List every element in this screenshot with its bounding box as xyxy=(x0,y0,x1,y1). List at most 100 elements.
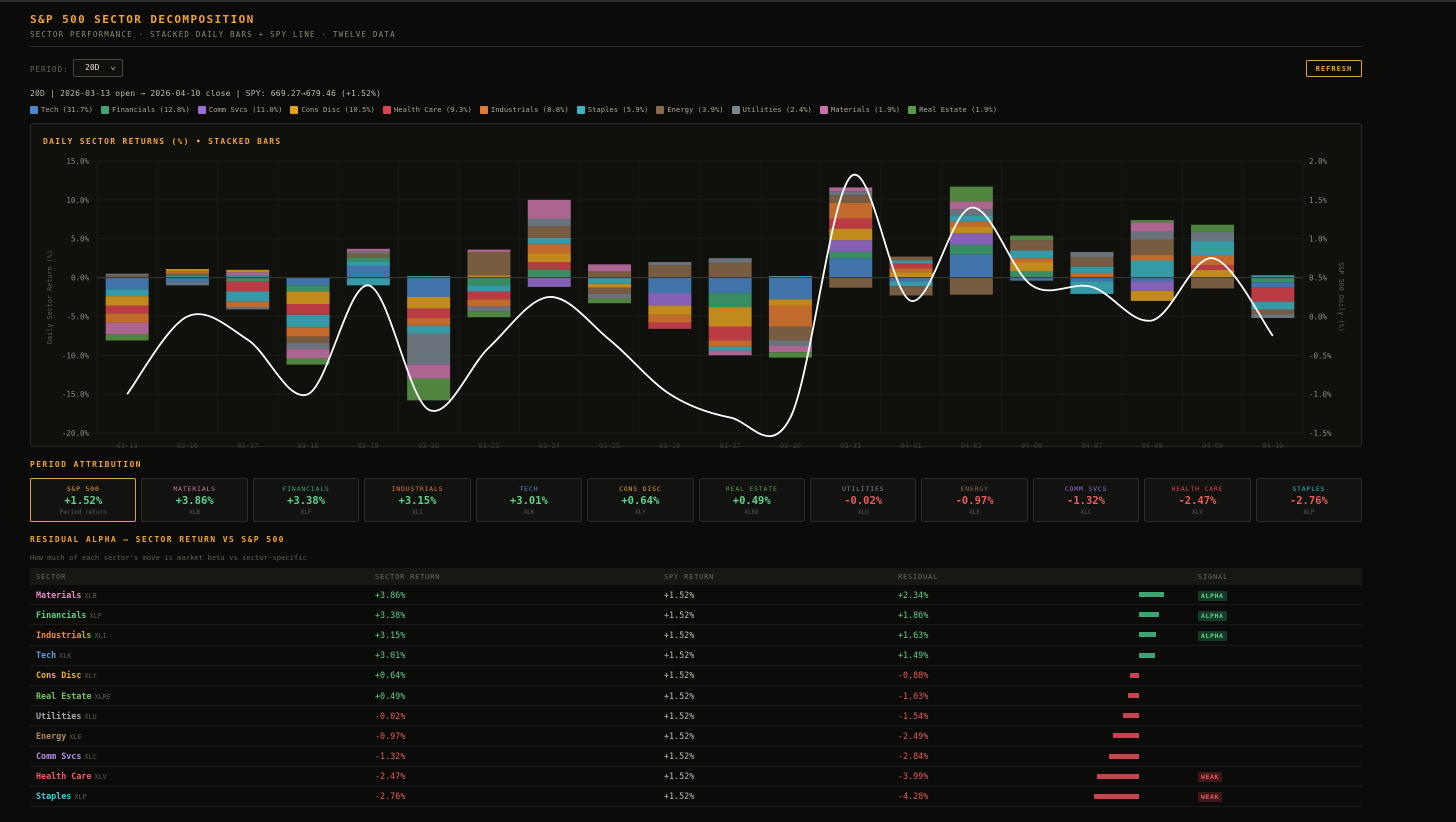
bar-segment xyxy=(708,293,752,308)
sector-name: Materials xyxy=(36,589,82,600)
bar-segment xyxy=(346,257,390,262)
spy-return-cell: +1.52% xyxy=(664,589,695,600)
bar-segment xyxy=(648,293,692,306)
sector-name: Cons Disc xyxy=(36,670,82,681)
card-sub: XLC xyxy=(1080,509,1092,516)
bar-segment xyxy=(829,228,873,241)
sector-cell: Energy XLE xyxy=(30,731,375,741)
bar-segment xyxy=(1130,290,1174,301)
sector-return-cell: +3.15% xyxy=(375,629,406,640)
sector-cell: Utilities XLU xyxy=(30,711,375,721)
bar-segment xyxy=(648,322,692,329)
residual-cell: -2.84% xyxy=(898,747,1198,766)
bar-segment xyxy=(648,265,692,278)
sector-name: Staples xyxy=(36,791,72,802)
x-tick-label: 03-31 xyxy=(840,442,861,448)
attribution-card: COMM SVCS -1.32% XLC xyxy=(1032,478,1140,522)
stacked-bar-chart-panel: DAILY SECTOR RETURNS (%) • STACKED BARS … xyxy=(30,123,1362,448)
attribution-card: FINANCIALS +3.38% XLF xyxy=(252,478,360,522)
bar-segment xyxy=(467,306,511,312)
residual-cell: -0.88% xyxy=(898,666,1198,685)
page-header: S&P 500 SECTOR DECOMPOSITION SECTOR PERF… xyxy=(30,13,1362,47)
legend-swatch xyxy=(576,105,585,114)
bar-segment xyxy=(407,317,451,326)
x-tick-label: 04-06 xyxy=(1021,442,1042,448)
legend-item: Materials (1.9%) xyxy=(819,105,900,114)
sector-ticker: XLC xyxy=(84,753,97,762)
bar-segment xyxy=(588,287,632,294)
x-tick-label: 03-24 xyxy=(539,442,560,448)
legend-label: Financials (12.8%) xyxy=(111,105,190,114)
header-signal: SIGNAL xyxy=(1198,572,1229,581)
bar-segment xyxy=(648,277,692,294)
sector-cell: Tech XLK xyxy=(30,650,375,660)
card-label: ENERGY xyxy=(960,485,989,493)
bar-segment xyxy=(768,352,812,358)
sector-name: Energy xyxy=(36,730,67,741)
bar-segment xyxy=(1130,231,1174,240)
residual-subtitle: How much of each sector's move is market… xyxy=(30,553,307,562)
sector-cell: Health Care XLV xyxy=(30,771,375,781)
card-sub: XLK xyxy=(523,509,535,516)
bar-segment xyxy=(1010,258,1054,263)
card-sub: XLE xyxy=(969,509,980,516)
bar-segment xyxy=(829,202,873,219)
card-sub: XLI xyxy=(412,509,423,516)
x-tick-label: 04-09 xyxy=(1202,442,1223,448)
residual-bar xyxy=(1122,713,1139,719)
bar-segment xyxy=(768,345,812,353)
y2-tick-label: 2.0% xyxy=(1309,157,1328,166)
card-sub: XLP xyxy=(1303,509,1315,516)
bar-segment xyxy=(949,209,993,216)
bar-segment xyxy=(829,277,873,288)
bar-segment xyxy=(889,263,933,269)
period-select[interactable]: 20D ⌄ xyxy=(73,59,123,77)
bar-segment xyxy=(527,237,571,245)
bar-segment xyxy=(105,275,149,278)
sector-cell: Materials XLB xyxy=(30,590,375,600)
bar-segment xyxy=(1010,250,1054,259)
bar-segment xyxy=(226,281,270,292)
bar-segment xyxy=(1191,277,1235,289)
bar-segment xyxy=(226,272,270,276)
page-subtitle: SECTOR PERFORMANCE · STACKED DAILY BARS … xyxy=(30,30,396,39)
legend-item: Comm Svcs (11.0%) xyxy=(197,105,282,114)
bar-segment xyxy=(949,221,993,227)
refresh-button[interactable]: REFRESH xyxy=(1306,60,1362,77)
spy-return-cell: +1.52% xyxy=(664,771,695,782)
bar-segment xyxy=(768,276,812,278)
bar-segment xyxy=(165,273,209,277)
bar-segment xyxy=(1070,257,1114,267)
table-row: Utilities XLU -0.02% +1.52% -1.54% xyxy=(30,706,1362,727)
bar-segment xyxy=(346,277,390,286)
sector-ticker: XLE xyxy=(69,732,82,741)
sector-name: Financials xyxy=(36,609,87,620)
signal-cell: ALPHA xyxy=(1198,590,1362,601)
table-row: Financials XLF +3.38% +1.52% +1.86% ALPHA xyxy=(30,605,1362,626)
spy-return-cell: +1.52% xyxy=(664,791,695,802)
card-value: +3.38% xyxy=(287,495,326,507)
bar-segment xyxy=(226,307,270,310)
attribution-card-spy: S&P 500 +1.52% Period return xyxy=(30,478,137,522)
bar-segment xyxy=(1130,277,1174,282)
residual-cell: -4.28% xyxy=(898,787,1198,806)
legend-swatch xyxy=(100,105,109,114)
bar-segment xyxy=(889,260,933,264)
bar-segment xyxy=(889,281,933,287)
card-sub: XLU xyxy=(857,509,869,516)
bar-segment xyxy=(527,199,571,219)
residual-bar xyxy=(1139,652,1155,658)
bar-segment xyxy=(949,186,993,202)
bar-segment xyxy=(286,277,330,286)
bar-segment xyxy=(1191,224,1235,232)
bar-segment xyxy=(588,277,632,284)
spy-return-cell: +1.52% xyxy=(664,690,695,701)
bar-segment xyxy=(708,277,752,294)
chevron-down-icon: ⌄ xyxy=(109,61,116,72)
bar-segment xyxy=(889,268,933,273)
attribution-section-title: PERIOD ATTRIBUTION xyxy=(30,460,142,469)
legend-swatch xyxy=(382,105,391,114)
bar-segment xyxy=(949,201,993,210)
attribution-cards: S&P 500 +1.52% Period return MATERIALS +3.86… xyxy=(30,478,1363,522)
bar-segment xyxy=(829,258,873,278)
